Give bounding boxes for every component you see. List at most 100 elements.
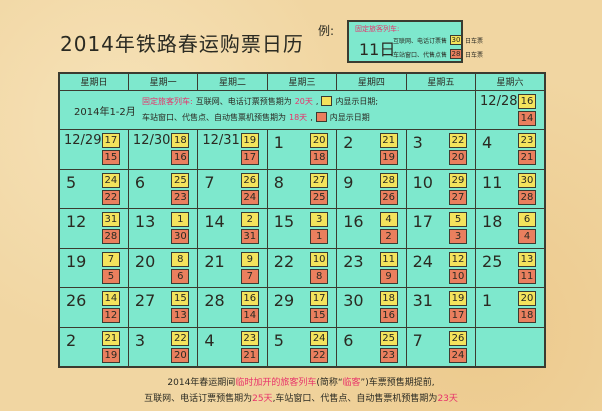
legend-online-box: 30 bbox=[450, 35, 463, 45]
online-sale-date: 5 bbox=[449, 212, 468, 227]
day-label: 7 bbox=[204, 172, 215, 192]
day-cell: 9 28 26 bbox=[336, 168, 407, 209]
online-sale-date: 20 bbox=[518, 291, 536, 306]
window-sale-date: 23 bbox=[379, 347, 398, 363]
day-label: 11 bbox=[482, 172, 503, 192]
day-label: 13 bbox=[134, 212, 156, 231]
intro-heading: 固定旅客列车: bbox=[142, 96, 193, 106]
window-sale-date: 27 bbox=[449, 189, 468, 205]
week-row: 19 7 5 20 8 6 21 9 7 22 10 8 23 11 9 24 12 10 25 13 11 bbox=[58, 247, 546, 288]
online-sale-date: 20 bbox=[310, 133, 329, 148]
online-sale-date: 13 bbox=[518, 251, 536, 267]
day-label: 5 bbox=[66, 172, 77, 192]
window-sale-date: 28 bbox=[101, 229, 120, 244]
window-sale-date: 24 bbox=[449, 347, 468, 363]
window-sale-date: 16 bbox=[171, 150, 190, 165]
day-cell: 12/28 16 14 bbox=[475, 89, 546, 130]
weekday-header: 星期五 bbox=[405, 72, 477, 91]
day-cell: 31 19 17 bbox=[405, 287, 477, 328]
online-sale-date: 16 bbox=[240, 291, 259, 306]
day-label: 5 bbox=[273, 330, 284, 350]
intro-text: , bbox=[315, 96, 319, 106]
online-sale-date: 31 bbox=[101, 212, 120, 227]
online-sale-date: 24 bbox=[101, 172, 120, 188]
day-cell: 21 9 7 bbox=[197, 247, 268, 288]
window-sale-date: 30 bbox=[171, 229, 190, 244]
online-sale-date: 9 bbox=[240, 251, 259, 267]
day-label: 16 bbox=[343, 212, 364, 231]
window-sale-date: 26 bbox=[379, 189, 398, 205]
intro-text: 车站窗口、代售点、自动售票机预售期为 bbox=[142, 112, 286, 122]
online-sale-date: 4 bbox=[379, 212, 398, 227]
footer-text: 互联网、电话订票预售期为 bbox=[144, 394, 253, 404]
legend-day: 11日 bbox=[359, 40, 396, 59]
day-label: 15 bbox=[273, 212, 295, 231]
day-cell: 16 4 2 bbox=[336, 208, 407, 249]
day-cell: 2 21 19 bbox=[336, 129, 407, 170]
day-label: 18 bbox=[482, 212, 503, 231]
window-sale-date: 5 bbox=[101, 268, 120, 284]
window-sale-date: 15 bbox=[101, 150, 120, 165]
intro-line-1: 固定旅客列车: 互联网、电话订票预售期为 20天, 内显示日期; bbox=[142, 96, 378, 107]
footer-text: ”)车票预售期提前, bbox=[360, 378, 435, 388]
week-row: 5 24 22 6 25 23 7 26 24 8 27 25 9 28 26 10 29 27 11 30 28 bbox=[58, 168, 546, 209]
online-sale-date: 25 bbox=[171, 172, 190, 188]
window-sale-date: 3 bbox=[449, 229, 468, 244]
day-cell: 28 16 14 bbox=[197, 287, 268, 328]
window-sale-date: 12 bbox=[101, 308, 120, 323]
window-sale-date: 19 bbox=[379, 150, 398, 165]
intro-text: 互联网、电话订票预售期为 bbox=[195, 96, 292, 106]
day-cell: 5 24 22 bbox=[58, 168, 129, 209]
day-cell: 8 27 25 bbox=[266, 168, 338, 209]
online-sale-date: 25 bbox=[379, 330, 398, 346]
red-swatch bbox=[315, 112, 327, 122]
window-sale-date: 31 bbox=[240, 229, 259, 244]
online-sale-date: 29 bbox=[449, 172, 468, 188]
online-sale-date: 11 bbox=[379, 251, 398, 267]
day-label: 4 bbox=[482, 133, 493, 152]
weekday-header: 星期日 bbox=[58, 72, 129, 91]
week-row: 2 21 19 3 22 20 4 23 21 5 24 22 6 25 23 7 26 24 bbox=[58, 326, 546, 367]
day-cell: 14 2 31 bbox=[197, 208, 268, 249]
window-sale-date: 13 bbox=[171, 308, 190, 323]
calendar-grid: 星期日 星期一 星期二 星期三 星期四 星期五 星期六 2014年1-2月 固定旅客列车: 互… bbox=[58, 72, 546, 368]
day-label: 12/31 bbox=[202, 133, 240, 148]
window-sale-date: 18 bbox=[310, 150, 329, 165]
window-sale-date: 28 bbox=[518, 189, 536, 205]
legend-heading: 固定旅客列车: bbox=[355, 25, 400, 33]
window-sale-date: 23 bbox=[171, 189, 190, 205]
intro-line-2: 车站窗口、代售点、自动售票机预售期为 18天, 内显示日期 bbox=[142, 112, 370, 123]
day-cell: 18 6 4 bbox=[475, 208, 546, 249]
online-sale-date: 23 bbox=[518, 133, 536, 148]
day-cell: 6 25 23 bbox=[336, 326, 407, 367]
legend-online: 互联网、电话订票售 30 日车票 bbox=[393, 35, 483, 45]
footer-highlight: 临时加开的旅客列车 bbox=[235, 378, 317, 388]
window-sale-date: 19 bbox=[101, 347, 120, 363]
legend-suffix: 日车票 bbox=[465, 37, 484, 45]
day-label: 6 bbox=[134, 172, 146, 192]
online-sale-date: 18 bbox=[379, 291, 398, 306]
online-sale-date: 19 bbox=[240, 133, 259, 148]
day-label: 7 bbox=[412, 330, 423, 350]
day-cell: 3 22 20 bbox=[127, 326, 199, 367]
day-label: 8 bbox=[273, 172, 284, 192]
week-row: 26 14 12 27 15 13 28 16 14 29 17 15 30 18 16 31 19 17 1 20 1… bbox=[58, 287, 546, 328]
legend-suffix: 日车票 bbox=[465, 51, 484, 59]
window-sale-date: 8 bbox=[310, 268, 329, 284]
legend-window-box: 28 bbox=[450, 49, 463, 59]
legend-window-text: 车站窗口、代售点售 bbox=[393, 51, 448, 59]
day-label: 17 bbox=[412, 212, 433, 231]
online-sale-date: 16 bbox=[518, 93, 536, 109]
day-label: 1 bbox=[273, 133, 284, 152]
week-row: 12/29 17 15 12/30 18 16 12/31 19 17 1 20 18 2 21 19 3 22… bbox=[58, 129, 546, 170]
online-sale-date: 3 bbox=[310, 212, 329, 227]
window-sale-date: 22 bbox=[101, 189, 120, 205]
day-label: 29 bbox=[273, 291, 295, 310]
footer-line-2: 互联网、电话订票预售期为25天,车站窗口、代售点、自动售票机预售期为23天 bbox=[0, 391, 602, 404]
online-sale-date: 28 bbox=[379, 172, 398, 188]
weekday-header: 星期一 bbox=[127, 72, 199, 91]
day-label: 21 bbox=[204, 251, 225, 271]
day-cell: 19 7 5 bbox=[58, 247, 129, 288]
day-cell: 7 26 24 bbox=[197, 168, 268, 209]
window-sale-date: 14 bbox=[518, 110, 536, 126]
